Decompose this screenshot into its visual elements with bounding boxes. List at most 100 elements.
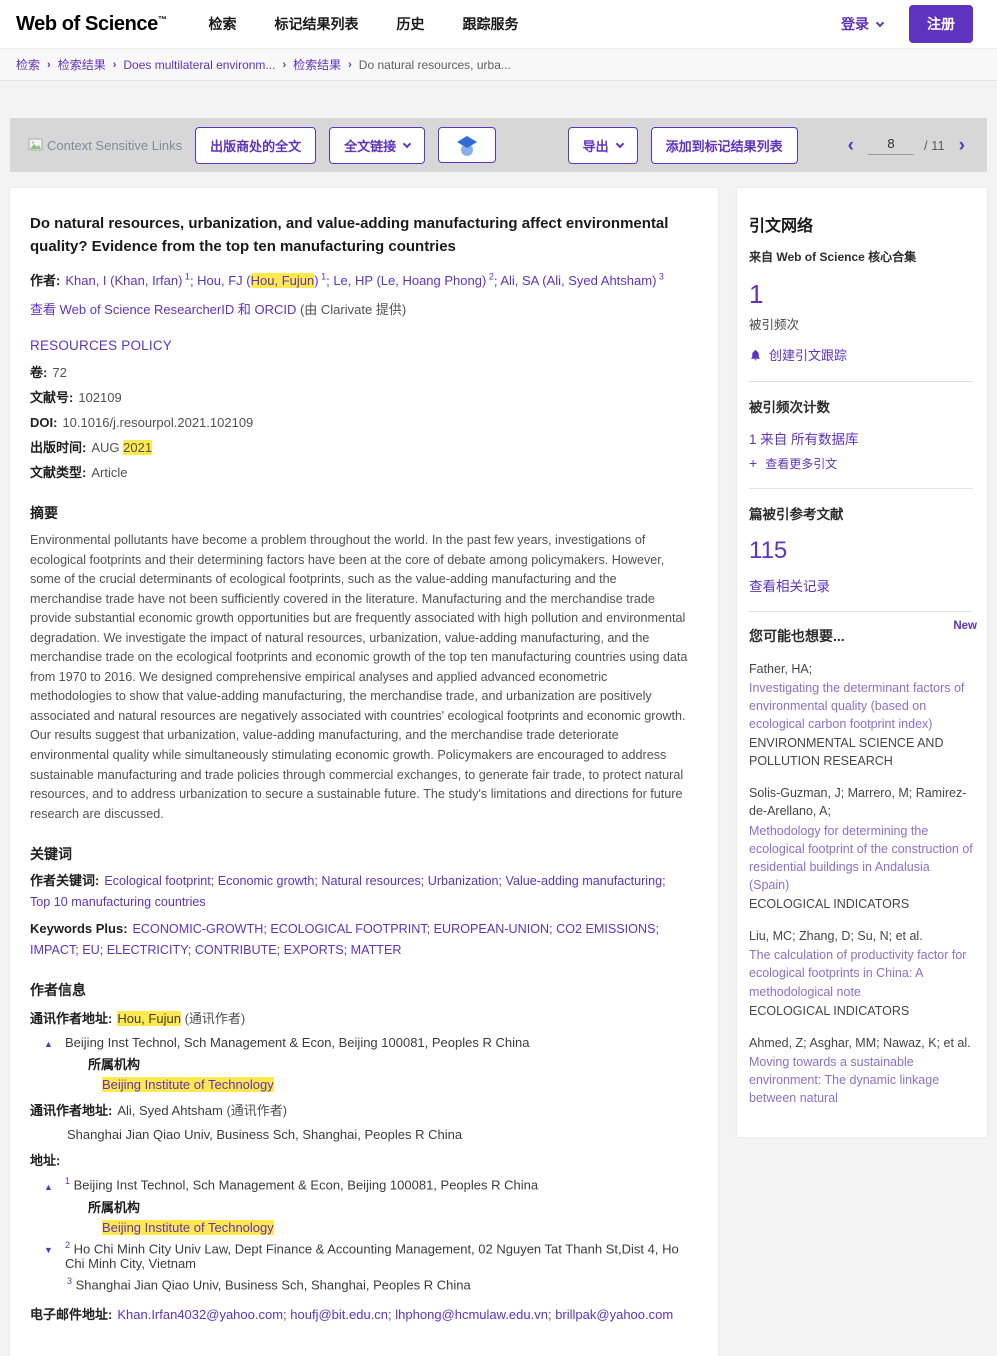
email-link[interactable]: Khan.Irfan4032@yahoo.com <box>117 1307 284 1323</box>
view-more-citations-label: 查看更多引文 <box>765 456 838 471</box>
keywords-plus-link[interactable]: EXPORTS <box>283 942 344 957</box>
login-menu[interactable]: 登录 <box>841 14 885 34</box>
trademark-symbol: ™ <box>157 13 167 24</box>
keywords-plus-link[interactable]: CO2 EMISSIONS <box>556 921 656 936</box>
institution-fulltext-button[interactable] <box>438 127 497 163</box>
view-more-citations-link[interactable]: + 查看更多引文 <box>749 455 837 472</box>
author-separator: ; <box>493 273 501 289</box>
keywords-plus-link[interactable]: ELECTRICITY <box>106 942 188 957</box>
address-superscript: 2 <box>65 1239 71 1250</box>
recommendation-journal: ENVIRONMENTAL SCIENCE AND POLLUTION RESE… <box>749 736 944 769</box>
add-to-marked-list-button[interactable]: 添加到标记结果列表 <box>650 126 798 164</box>
author-link[interactable]: Le, HP (Le, Hoang Phong) 2 <box>333 272 494 289</box>
author-link[interactable]: Hou, FJ (Hou, Fujun) 1 <box>197 272 327 289</box>
expand-icon[interactable]: ▼ <box>44 1244 53 1255</box>
collapse-icon[interactable]: ▲ <box>44 1038 53 1049</box>
volume-row: 卷: 72 <box>30 363 688 383</box>
volume-value: 72 <box>52 364 67 380</box>
address-text: Beijing Inst Technol, Sch Management & E… <box>65 1034 530 1050</box>
author-keyword-link[interactable]: Value-adding manufacturing <box>505 874 663 889</box>
pubdate-year-highlight: 2021 <box>123 440 153 456</box>
all-databases-link[interactable]: 1 来自 所有数据库 <box>749 431 859 447</box>
breadcrumb-link[interactable]: 检索 <box>16 58 41 72</box>
corresponding-author-label: 通讯作者地址: <box>30 1010 113 1026</box>
addresses-label: 地址: <box>30 1152 61 1168</box>
author-keyword-link[interactable]: Economic growth <box>217 874 315 889</box>
breadcrumb-separator-icon: › <box>112 58 117 71</box>
keywords-plus-link[interactable]: ECONOMIC-GROWTH <box>132 921 264 936</box>
export-button[interactable]: 导出 <box>567 126 638 164</box>
separator: ; <box>283 1307 291 1323</box>
nav-item[interactable]: 标记结果列表 <box>274 16 359 32</box>
organization-link[interactable]: Beijing Institute of Technology <box>102 1076 274 1092</box>
keywords-plus-link[interactable]: CONTRIBUTE <box>194 942 277 957</box>
separator: ; <box>549 921 557 936</box>
keywords-plus-link[interactable]: IMPACT <box>30 942 76 957</box>
page-input[interactable] <box>867 135 914 155</box>
register-button[interactable]: 注册 <box>909 5 973 43</box>
divider <box>749 610 973 612</box>
keywords-plus-link[interactable]: ECOLOGICAL FOOTPRINT <box>270 921 427 936</box>
create-citation-alert-link[interactable]: 创建引文跟踪 <box>749 345 847 364</box>
author-keyword-link[interactable]: Natural resources <box>321 874 421 889</box>
email-link[interactable]: houfj@bit.edu.cn <box>290 1307 389 1323</box>
authors-label: 作者: <box>30 273 61 289</box>
recommendation-title-link[interactable]: The calculation of productivity factor f… <box>749 948 967 999</box>
keywords-plus-link[interactable]: MATTER <box>350 942 402 957</box>
corresponding-author-suffix: (通讯作者) <box>184 1010 246 1026</box>
address-line: ▲ Beijing Inst Technol, Sch Management &… <box>30 1035 688 1050</box>
address-line: ▲ 1 Beijing Inst Technol, Sch Management… <box>30 1176 688 1192</box>
nav-item[interactable]: 跟踪服务 <box>462 16 519 32</box>
email-link[interactable]: lhphong@hcmulaw.edu.vn <box>395 1307 548 1323</box>
article-number-label: 文献号: <box>30 389 74 405</box>
collapse-icon[interactable]: ▲ <box>44 1181 53 1192</box>
recommendation-authors: Liu, MC; Zhang, D; Su, N; et al. <box>749 929 923 944</box>
article-metadata: 卷: 72 文献号: 102109 DOI: 10.1016/j.resourpol.… <box>30 363 688 484</box>
create-citation-alert-label: 创建引文跟踪 <box>769 348 848 363</box>
journal-link[interactable]: RESOURCES POLICY <box>30 337 172 353</box>
main-content: Do natural resources, urbanization, and … <box>0 172 997 1356</box>
doi-row: DOI: 10.1016/j.resourpol.2021.102109 <box>30 413 688 433</box>
divider <box>749 487 973 489</box>
researcherid-link[interactable]: 查看 Web of Science ResearcherID 和 ORCID <box>30 302 297 318</box>
recommendation-title-link[interactable]: Moving towards a sustainable environment… <box>749 1054 940 1106</box>
author-link[interactable]: Khan, I (Khan, Irfan) 1 <box>65 272 190 289</box>
breadcrumb-link[interactable]: Does multilateral environm... <box>123 57 276 72</box>
address-text: Beijing Inst Technol, Sch Management & E… <box>73 1177 539 1193</box>
recommendation-title-link[interactable]: Investigating the determinant factors of… <box>749 680 965 731</box>
nav-item[interactable]: 历史 <box>396 16 425 32</box>
breadcrumb-link[interactable]: 检索结果 <box>57 58 106 72</box>
addresses-row: 地址: <box>30 1151 688 1172</box>
article-title: Do natural resources, urbanization, and … <box>30 215 669 255</box>
next-page-icon[interactable]: › <box>958 134 965 156</box>
email-link[interactable]: brillpak@yahoo.com <box>555 1307 674 1323</box>
publisher-fulltext-button[interactable]: 出版商处的全文 <box>195 126 317 164</box>
address-line: Shanghai Jian Qiao Univ, Business Sch, S… <box>30 1127 688 1142</box>
view-related-records-link[interactable]: 查看相关记录 <box>749 578 830 594</box>
author-keyword-link[interactable]: Ecological footprint <box>104 874 211 889</box>
keywords-plus-link[interactable]: EUROPEAN-UNION <box>433 921 550 936</box>
authors-row: 作者: Khan, I (Khan, Irfan) 1; Hou, FJ (Hou… <box>30 271 688 291</box>
separator: ; <box>276 942 284 957</box>
author-keyword-link[interactable]: Urbanization <box>427 874 499 889</box>
highlighted-author-name: Hou, Fujun <box>250 273 315 289</box>
author-link[interactable]: Ali, SA (Ali, Syed Ahtsham) 3 <box>500 272 664 289</box>
separator: ; <box>420 874 428 889</box>
context-sensitive-links[interactable]: Context Sensitive Links <box>28 138 182 153</box>
breadcrumb: 检索 › 检索结果 › Does multilateral environm... › 检索… <box>0 48 997 81</box>
keywords-plus-link[interactable]: EU <box>82 942 100 957</box>
author-keyword-link[interactable]: Top 10 manufacturing countries <box>30 894 206 909</box>
nav-item[interactable]: 检索 <box>208 16 237 32</box>
doctype-value: Article <box>91 465 128 481</box>
organization-link[interactable]: Beijing Institute of Technology <box>102 1219 274 1235</box>
author-separator: ; <box>326 273 334 289</box>
breadcrumb-link[interactable]: 检索结果 <box>293 58 342 72</box>
fulltext-links-button[interactable]: 全文链接 <box>329 126 426 164</box>
separator: ; <box>547 1307 556 1323</box>
corresponding-author-row: 通讯作者地址: Ali, Syed Ahtsham (通讯作者) <box>30 1101 688 1122</box>
recommendation-title-link[interactable]: Methodology for determining the ecologic… <box>749 823 973 892</box>
corresponding-author-name-highlight: Hou, Fujun <box>117 1010 181 1026</box>
researcherid-suffix: (由 Clarivate 提供) <box>299 302 407 318</box>
prev-page-icon[interactable]: ‹ <box>847 134 854 156</box>
wos-logo[interactable]: Web of Science™ <box>16 13 167 36</box>
